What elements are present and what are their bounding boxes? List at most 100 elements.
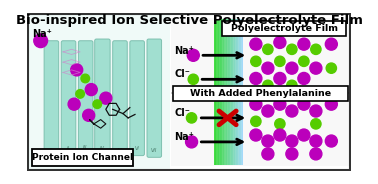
Bar xyxy=(228,19,229,91)
Circle shape xyxy=(34,34,48,48)
Bar xyxy=(235,19,236,91)
Circle shape xyxy=(187,49,199,61)
Bar xyxy=(239,19,240,91)
Circle shape xyxy=(325,38,337,50)
Bar xyxy=(226,19,228,91)
Bar xyxy=(237,19,239,91)
Circle shape xyxy=(299,56,309,66)
Bar xyxy=(237,95,238,165)
FancyBboxPatch shape xyxy=(130,41,144,156)
Bar xyxy=(223,19,224,91)
Bar xyxy=(221,95,222,165)
Bar xyxy=(240,95,241,165)
Bar xyxy=(234,19,235,91)
Bar xyxy=(218,19,219,91)
Bar xyxy=(29,15,170,169)
Circle shape xyxy=(325,98,337,110)
Bar xyxy=(235,95,236,165)
Bar xyxy=(236,95,237,165)
Circle shape xyxy=(286,148,298,160)
Bar xyxy=(215,95,216,165)
Circle shape xyxy=(251,56,261,66)
Bar xyxy=(217,95,218,165)
Bar xyxy=(241,95,242,165)
Circle shape xyxy=(263,44,273,54)
Bar xyxy=(227,19,228,91)
Circle shape xyxy=(275,56,285,66)
Bar xyxy=(242,19,243,91)
Circle shape xyxy=(250,98,262,110)
Circle shape xyxy=(83,109,95,121)
Bar xyxy=(32,149,133,166)
Text: VII: VII xyxy=(151,148,157,153)
Circle shape xyxy=(100,92,112,104)
Bar xyxy=(218,95,219,165)
Circle shape xyxy=(71,64,83,76)
FancyBboxPatch shape xyxy=(95,39,110,156)
Text: VI: VI xyxy=(134,146,139,151)
Bar xyxy=(217,95,218,165)
Circle shape xyxy=(188,74,198,84)
Bar xyxy=(222,21,346,36)
Bar xyxy=(215,95,217,165)
Text: Cl⁻: Cl⁻ xyxy=(174,69,190,79)
Circle shape xyxy=(262,105,274,117)
Bar xyxy=(226,95,228,165)
Circle shape xyxy=(311,119,321,129)
Bar xyxy=(223,95,224,165)
Bar xyxy=(216,95,217,165)
Bar xyxy=(220,19,221,91)
Bar xyxy=(226,95,227,165)
Text: Cl⁻: Cl⁻ xyxy=(174,108,190,118)
Bar xyxy=(232,19,233,91)
FancyBboxPatch shape xyxy=(44,41,59,157)
Text: Bio-inspired Ion Selective Polyelectrolyte Film: Bio-inspired Ion Selective Polyelectroly… xyxy=(15,14,363,27)
Circle shape xyxy=(81,74,90,83)
Bar xyxy=(223,95,225,165)
Bar xyxy=(237,95,239,165)
Bar xyxy=(215,19,216,91)
Circle shape xyxy=(263,80,273,91)
Circle shape xyxy=(287,44,297,54)
Bar xyxy=(173,86,349,101)
Bar xyxy=(219,95,220,165)
Bar xyxy=(220,95,222,165)
Bar xyxy=(228,95,229,165)
Circle shape xyxy=(250,38,262,50)
Circle shape xyxy=(310,62,322,74)
Bar xyxy=(238,95,239,165)
Text: Na⁺: Na⁺ xyxy=(174,132,194,142)
Bar xyxy=(222,95,223,165)
Bar xyxy=(228,95,229,165)
Bar xyxy=(241,19,242,91)
Circle shape xyxy=(76,90,84,98)
Bar xyxy=(229,95,230,165)
Circle shape xyxy=(251,116,261,126)
Bar xyxy=(226,19,227,91)
Text: IV: IV xyxy=(100,146,105,151)
Circle shape xyxy=(287,80,297,91)
Circle shape xyxy=(310,105,322,117)
Circle shape xyxy=(298,98,310,110)
Circle shape xyxy=(262,62,274,74)
Circle shape xyxy=(250,129,262,141)
FancyBboxPatch shape xyxy=(113,41,127,157)
Bar xyxy=(230,95,231,165)
Circle shape xyxy=(286,105,298,117)
Bar xyxy=(220,95,221,165)
Text: With Added Phenylalanine: With Added Phenylalanine xyxy=(190,89,331,98)
Circle shape xyxy=(286,135,298,147)
Bar xyxy=(237,19,238,91)
Bar xyxy=(239,19,240,91)
Bar xyxy=(215,19,217,91)
Circle shape xyxy=(325,135,337,147)
Circle shape xyxy=(298,38,310,50)
Bar xyxy=(232,95,233,165)
FancyBboxPatch shape xyxy=(61,41,76,156)
Bar xyxy=(225,19,226,91)
Circle shape xyxy=(275,119,285,129)
Circle shape xyxy=(85,84,97,96)
Text: Na⁺: Na⁺ xyxy=(174,46,194,56)
Bar xyxy=(225,95,226,165)
Circle shape xyxy=(310,135,322,147)
